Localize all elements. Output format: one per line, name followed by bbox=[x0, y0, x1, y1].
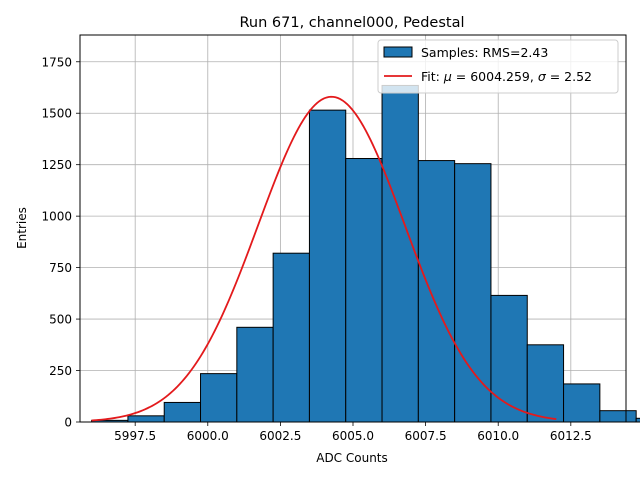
legend-box bbox=[377, 39, 619, 94]
x-tick-label-4: 6007.5 bbox=[405, 429, 447, 443]
y-tick-label-3: 750 bbox=[49, 261, 72, 275]
fit-curve bbox=[91, 95, 557, 422]
histogram-bar-9 bbox=[417, 160, 456, 423]
histogram-bar-10 bbox=[454, 163, 492, 423]
legend-fit-sigma-value: = 2.52 bbox=[546, 69, 592, 84]
histogram-bar-15 bbox=[635, 417, 640, 423]
histogram-bar-7 bbox=[345, 158, 383, 423]
y-tick-label-5: 1250 bbox=[41, 158, 72, 172]
chart-title: Run 671, channel000, Pedestal bbox=[239, 15, 464, 31]
histogram-bar-3 bbox=[200, 373, 238, 423]
histogram-bar-12 bbox=[526, 344, 565, 423]
x-tick-label-3: 6005.0 bbox=[332, 429, 374, 443]
x-tick-label-5: 6010.0 bbox=[477, 429, 519, 443]
x-tick-label-6: 6012.5 bbox=[550, 429, 592, 443]
fit-curve-group bbox=[91, 95, 557, 422]
legend-fit-label: Fit: μ = 6004.259, σ = 2.52 bbox=[421, 69, 592, 84]
histogram-bar-8 bbox=[381, 84, 419, 423]
histogram-bar-1 bbox=[127, 415, 165, 423]
legend-fit-sigma-symbol: σ bbox=[538, 69, 547, 84]
y-tick-label-1: 250 bbox=[49, 364, 72, 378]
legend-fit-mu-value: = 6004.259, bbox=[452, 69, 538, 84]
histogram-bars bbox=[91, 84, 640, 423]
legend-samples-swatch bbox=[383, 46, 413, 58]
y-tick-label-7: 1750 bbox=[41, 55, 72, 69]
histogram-bar-14 bbox=[599, 410, 637, 423]
legend: Samples: RMS=2.43 Fit: μ = 6004.259, σ =… bbox=[377, 39, 619, 94]
x-tick-label-1: 6000.0 bbox=[187, 429, 229, 443]
x-tick-label-2: 6002.5 bbox=[259, 429, 301, 443]
histogram-bar-13 bbox=[563, 383, 601, 423]
y-axis-ticks: 0 250 500 750 1000 1250 1500 1750 bbox=[41, 55, 80, 430]
x-axis-title: ADC Counts bbox=[316, 451, 388, 465]
histogram-bar-4 bbox=[236, 326, 274, 423]
y-tick-label-4: 1000 bbox=[41, 210, 72, 224]
histogram-bar-11 bbox=[490, 294, 528, 423]
histogram-bar-6 bbox=[308, 109, 347, 423]
legend-fit-mu-symbol: μ bbox=[443, 69, 452, 84]
histogram-bar-5 bbox=[272, 252, 310, 423]
x-axis-ticks: 5997.5 6000.0 6002.5 6005.0 6007.5 6010.0 6012… bbox=[114, 422, 592, 443]
legend-fit-prefix: Fit: bbox=[421, 69, 444, 84]
y-axis-title: Entries bbox=[15, 207, 29, 249]
histogram-bar-2 bbox=[163, 401, 202, 423]
y-tick-label-2: 500 bbox=[49, 313, 72, 327]
y-tick-label-0: 0 bbox=[64, 416, 72, 430]
y-tick-label-6: 1500 bbox=[41, 107, 72, 121]
x-tick-label-0: 5997.5 bbox=[114, 429, 156, 443]
legend-samples-label: Samples: RMS=2.43 bbox=[421, 45, 548, 60]
